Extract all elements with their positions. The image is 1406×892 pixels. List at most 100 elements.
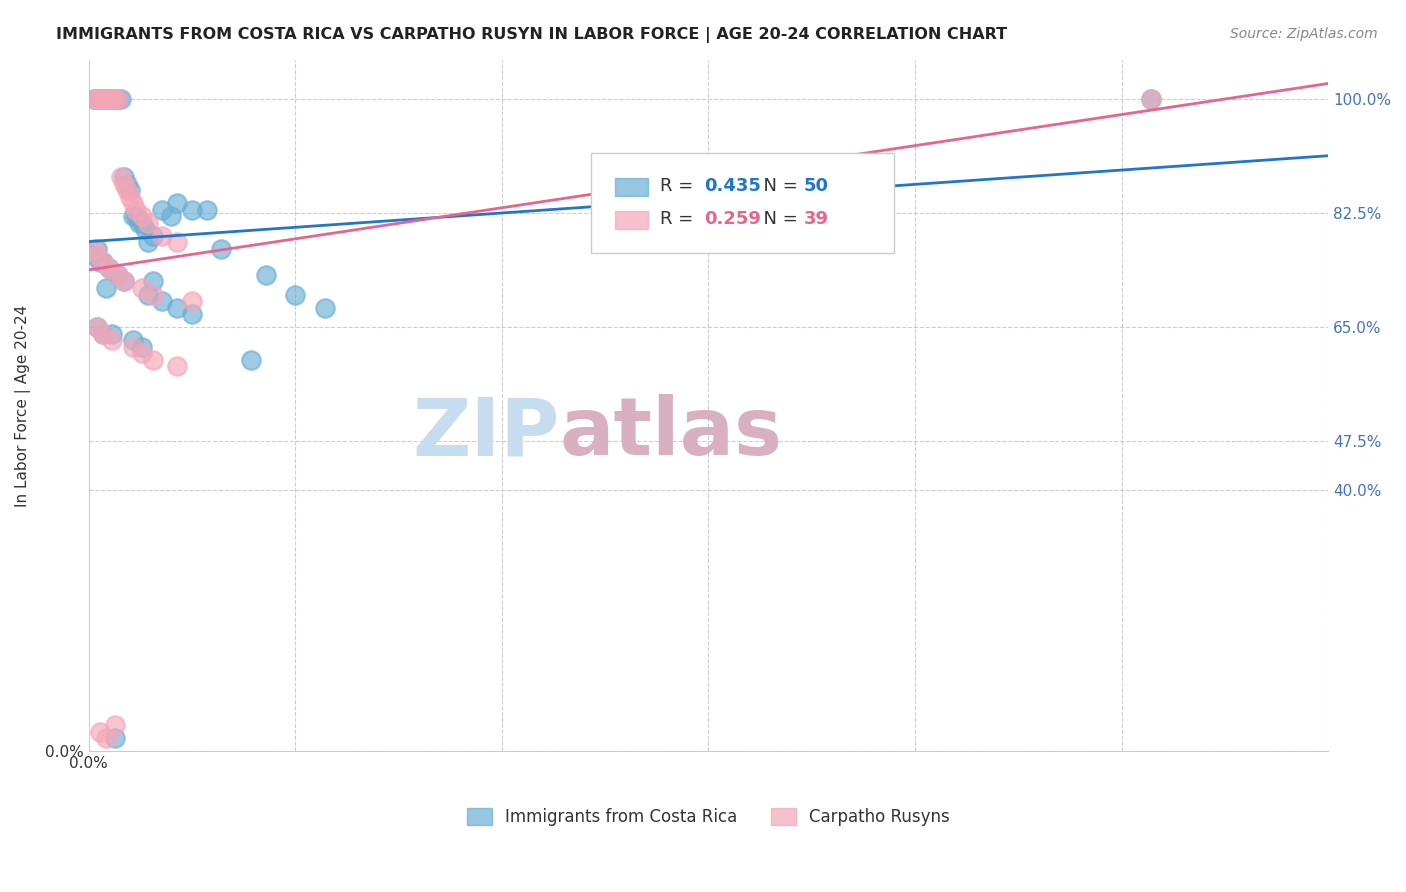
- Point: [150, 202, 173, 217]
- Point: [104, 718, 127, 732]
- Point: [121, 196, 143, 211]
- Point: [115, 177, 138, 191]
- Point: [112, 177, 135, 191]
- Point: [166, 359, 188, 374]
- Point: [89, 724, 111, 739]
- Text: 0.259: 0.259: [704, 211, 762, 228]
- Point: [83, 242, 105, 256]
- Point: [150, 294, 173, 309]
- Point: [112, 170, 135, 185]
- Bar: [616, 211, 648, 229]
- Point: [180, 202, 202, 217]
- Point: [98, 92, 121, 106]
- Point: [239, 352, 262, 367]
- Point: [1140, 92, 1163, 106]
- Text: atlas: atlas: [560, 394, 783, 472]
- Point: [107, 268, 129, 282]
- Point: [136, 235, 159, 250]
- Legend: Immigrants from Costa Rica, Carpatho Rusyns: Immigrants from Costa Rica, Carpatho Rus…: [460, 801, 956, 833]
- Point: [91, 92, 114, 106]
- Point: [101, 326, 124, 341]
- Point: [142, 287, 165, 301]
- Point: [101, 92, 124, 106]
- Point: [195, 202, 218, 217]
- Point: [91, 92, 114, 106]
- Point: [118, 189, 141, 203]
- Point: [91, 255, 114, 269]
- Point: [131, 209, 153, 223]
- Point: [254, 268, 277, 282]
- Point: [121, 333, 143, 347]
- Point: [89, 255, 111, 269]
- Point: [166, 235, 188, 250]
- Point: [112, 275, 135, 289]
- Text: R =: R =: [659, 178, 699, 195]
- Point: [142, 275, 165, 289]
- Point: [314, 301, 336, 315]
- Point: [180, 307, 202, 321]
- Text: N =: N =: [752, 211, 803, 228]
- Point: [136, 287, 159, 301]
- Text: ZIP: ZIP: [412, 394, 560, 472]
- FancyBboxPatch shape: [591, 153, 894, 253]
- Point: [89, 92, 111, 106]
- Point: [128, 216, 150, 230]
- Point: [125, 209, 148, 223]
- Point: [107, 92, 129, 106]
- Point: [115, 183, 138, 197]
- Point: [91, 326, 114, 341]
- Bar: [616, 178, 648, 196]
- Point: [134, 222, 156, 236]
- Point: [86, 248, 108, 262]
- Point: [96, 281, 118, 295]
- Point: [96, 731, 118, 746]
- Text: R =: R =: [659, 211, 699, 228]
- Point: [131, 281, 153, 295]
- Point: [91, 255, 114, 269]
- Point: [166, 301, 188, 315]
- Point: [101, 92, 124, 106]
- Text: IMMIGRANTS FROM COSTA RICA VS CARPATHO RUSYN IN LABOR FORCE | AGE 20-24 CORRELAT: IMMIGRANTS FROM COSTA RICA VS CARPATHO R…: [56, 27, 1007, 43]
- Point: [110, 92, 132, 106]
- Point: [131, 346, 153, 360]
- Point: [142, 228, 165, 243]
- Point: [86, 320, 108, 334]
- Point: [86, 92, 108, 106]
- Point: [98, 92, 121, 106]
- Point: [180, 294, 202, 309]
- Point: [101, 333, 124, 347]
- Point: [112, 275, 135, 289]
- Y-axis label: In Labor Force | Age 20-24: In Labor Force | Age 20-24: [15, 304, 31, 507]
- Point: [166, 196, 188, 211]
- Point: [125, 202, 148, 217]
- Point: [83, 248, 105, 262]
- Point: [107, 268, 129, 282]
- Point: [86, 242, 108, 256]
- Point: [121, 340, 143, 354]
- Point: [104, 92, 127, 106]
- Point: [131, 216, 153, 230]
- Point: [98, 261, 121, 276]
- Point: [150, 228, 173, 243]
- Text: Source: ZipAtlas.com: Source: ZipAtlas.com: [1230, 27, 1378, 41]
- Point: [104, 92, 127, 106]
- Point: [96, 92, 118, 106]
- Point: [91, 326, 114, 341]
- Point: [142, 352, 165, 367]
- Point: [107, 92, 129, 106]
- Point: [284, 287, 307, 301]
- Point: [136, 216, 159, 230]
- Point: [160, 209, 183, 223]
- Point: [83, 92, 105, 106]
- Point: [110, 170, 132, 185]
- Point: [1140, 92, 1163, 106]
- Point: [98, 261, 121, 276]
- Text: N =: N =: [752, 178, 803, 195]
- Text: 0.435: 0.435: [704, 178, 762, 195]
- Point: [209, 242, 232, 256]
- Point: [118, 183, 141, 197]
- Point: [131, 340, 153, 354]
- Point: [83, 92, 105, 106]
- Point: [86, 92, 108, 106]
- Text: 50: 50: [804, 178, 828, 195]
